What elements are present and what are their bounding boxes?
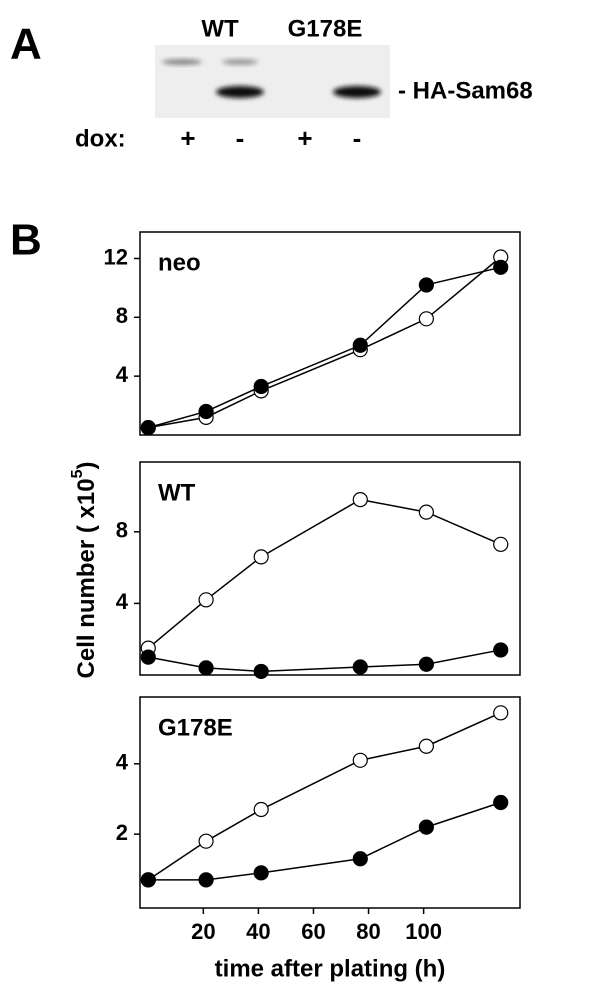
dox-label: dox: [75, 125, 126, 152]
series-line [147, 712, 502, 881]
marker [418, 819, 434, 835]
lane-label: G178E [288, 15, 363, 42]
y-tick-label: 12 [104, 244, 128, 269]
y-tick-label: 4 [116, 750, 129, 775]
marker [352, 491, 368, 508]
lane-label: WT [201, 15, 239, 42]
x-tick-label: 80 [356, 919, 380, 944]
x-tick-label: 60 [301, 919, 325, 944]
y-axis-label: Cell number ( x105) [69, 462, 100, 679]
marker [352, 752, 368, 768]
y-tick-label: 8 [116, 303, 128, 328]
y-tick-label: 2 [116, 820, 128, 845]
band [216, 86, 264, 98]
marker [493, 642, 509, 658]
faint-band [222, 59, 258, 65]
band-label: - HA-Sam68 [398, 77, 533, 104]
marker [418, 656, 434, 672]
plot-frame [139, 696, 521, 909]
marker [140, 649, 156, 665]
marker [253, 378, 269, 395]
marker [198, 833, 214, 849]
y-tick-label: 8 [116, 518, 128, 543]
series-line [148, 801, 501, 881]
dox-sign: + [297, 123, 312, 153]
marker [352, 851, 368, 867]
panel-letter: A [10, 20, 42, 69]
dox-sign: - [236, 123, 245, 153]
dox-sign: + [180, 123, 195, 153]
marker [198, 403, 214, 420]
marker [253, 549, 269, 565]
marker [418, 738, 434, 754]
marker [493, 259, 509, 275]
marker [198, 872, 214, 888]
y-axis-label-exponent: 5 [69, 469, 86, 478]
series-line [148, 649, 501, 673]
blot [155, 45, 390, 118]
panel-label: WT [158, 479, 196, 506]
marker [198, 592, 214, 608]
x-axis-label: time after plating (h) [215, 955, 446, 982]
marker [418, 277, 434, 293]
marker [198, 660, 214, 676]
band [333, 86, 381, 98]
x-tick-label: 40 [246, 919, 270, 944]
y-axis-label-text: Cell number ( x10 [73, 478, 100, 678]
marker [493, 705, 509, 721]
marker [253, 865, 269, 881]
series-line [147, 498, 502, 649]
plot-frame [139, 231, 521, 436]
x-tick-label: 100 [405, 919, 442, 944]
marker [352, 659, 368, 675]
plot-frame [139, 461, 521, 676]
panel-label: neo [158, 249, 201, 276]
panel-letter: B [10, 216, 42, 265]
y-axis-label-close: ) [73, 462, 100, 470]
dox-sign: - [353, 123, 362, 153]
faint-band [162, 59, 202, 65]
marker [140, 872, 156, 888]
marker [253, 663, 269, 680]
marker [140, 420, 156, 436]
y-tick-label: 4 [116, 362, 129, 387]
marker [418, 311, 434, 327]
x-tick-label: 20 [191, 919, 215, 944]
marker [493, 536, 509, 552]
y-tick-label: 4 [116, 589, 129, 614]
marker [418, 504, 434, 520]
panel-label: G178E [158, 714, 233, 741]
series-line [148, 256, 502, 429]
marker [493, 794, 509, 811]
marker [253, 801, 269, 818]
series-line [148, 266, 501, 429]
marker [352, 337, 368, 353]
